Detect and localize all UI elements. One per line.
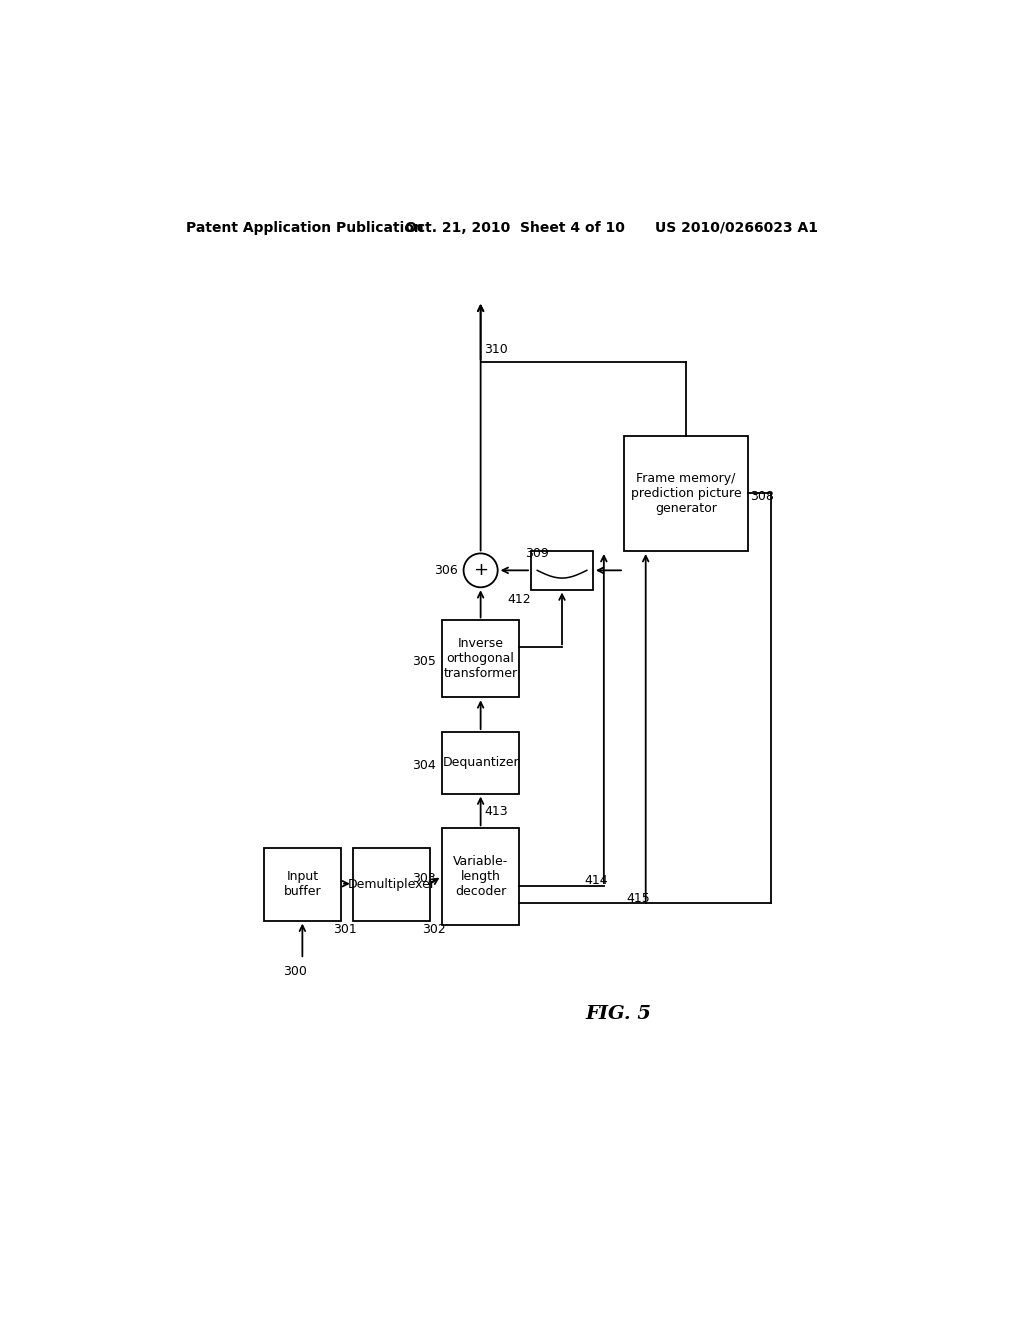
Bar [442, 829, 519, 924]
Text: Frame memory/
prediction picture
generator: Frame memory/ prediction picture generat… [631, 471, 741, 515]
Bar [442, 733, 519, 793]
Text: 306: 306 [434, 564, 458, 577]
Text: 308: 308 [751, 490, 774, 503]
Text: Oct. 21, 2010  Sheet 4 of 10: Oct. 21, 2010 Sheet 4 of 10 [406, 220, 626, 235]
Text: 309: 309 [524, 548, 549, 560]
Bar [531, 552, 593, 590]
Bar [352, 847, 430, 921]
Bar [624, 436, 748, 552]
Text: 302: 302 [423, 923, 446, 936]
Text: FIG. 5: FIG. 5 [586, 1006, 651, 1023]
Text: Inverse
orthogonal
transformer: Inverse orthogonal transformer [443, 638, 518, 680]
Text: 300: 300 [283, 965, 307, 978]
Text: 301: 301 [334, 923, 357, 936]
Text: 310: 310 [484, 343, 508, 356]
Text: Patent Application Publication: Patent Application Publication [186, 220, 424, 235]
Text: 303: 303 [413, 873, 436, 886]
Text: Input
buffer: Input buffer [284, 870, 322, 898]
Circle shape [464, 553, 498, 587]
Text: Demultiplexer: Demultiplexer [347, 878, 435, 891]
Bar [442, 620, 519, 697]
Text: Variable-
length
decoder: Variable- length decoder [453, 855, 508, 898]
Text: US 2010/0266023 A1: US 2010/0266023 A1 [655, 220, 818, 235]
Text: 304: 304 [413, 759, 436, 772]
Bar [263, 847, 341, 921]
Text: 413: 413 [484, 805, 508, 818]
Text: 415: 415 [627, 892, 650, 904]
Text: 412: 412 [508, 594, 531, 606]
Text: Dequantizer: Dequantizer [442, 756, 519, 770]
Text: 305: 305 [413, 655, 436, 668]
Text: +: + [473, 561, 488, 579]
Text: 414: 414 [585, 874, 608, 887]
